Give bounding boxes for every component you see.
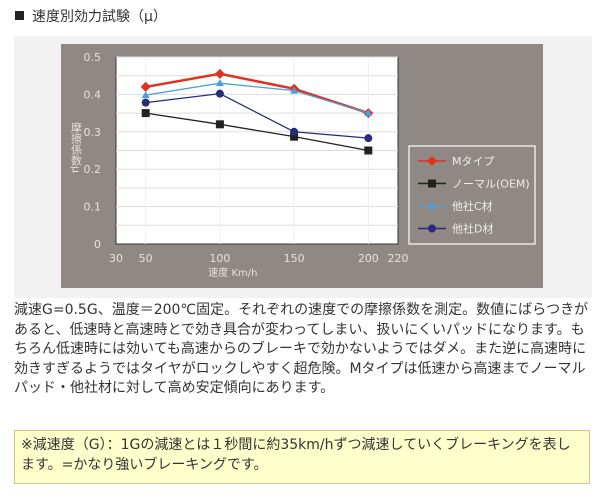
legend-label: 他社C材: [452, 199, 493, 213]
data-point: [290, 127, 299, 136]
data-point: [290, 132, 299, 141]
series-line: [145, 82, 369, 114]
x-tick-label: 100: [209, 252, 230, 265]
x-axis-label: 速度 Km/h: [208, 266, 257, 279]
y-tick-label: 0.4: [84, 88, 102, 101]
legend-label: ノーマル(OEM): [452, 178, 530, 191]
x-tick-label: 150: [284, 252, 305, 265]
data-point: [214, 68, 225, 79]
y-tick-label: 0.1: [84, 201, 102, 214]
note-box: ※減速度（G）：1Gの減速とは１秒間に約35km/hずつ減速していくブレーキング…: [14, 430, 590, 484]
data-point: [364, 134, 373, 143]
y-tick-label: 0.5: [84, 51, 102, 64]
data-point: [428, 202, 436, 209]
y-tick-label: 0: [94, 238, 101, 251]
x-tick-label: 220: [388, 252, 409, 265]
section-title-text: 速度別効力試験（μ）: [32, 9, 167, 25]
data-point: [428, 179, 436, 188]
legend-label: Mタイプ: [452, 155, 495, 168]
data-point: [427, 156, 437, 166]
y-axis-label: 摩擦係数μ: [70, 121, 83, 173]
data-point: [364, 146, 373, 155]
legend-label: 他社D材: [452, 222, 493, 236]
y-tick-label: 0.2: [84, 163, 102, 176]
data-point: [215, 79, 224, 87]
data-point: [290, 86, 299, 94]
square-bullet-icon: [15, 11, 24, 20]
series-line: [145, 72, 369, 115]
data-point: [364, 109, 373, 117]
data-point: [428, 224, 436, 233]
x-tick-label: 30: [109, 252, 123, 265]
section-title: 速度別効力試験（μ）: [15, 6, 167, 26]
y-tick-label: 0.3: [84, 126, 102, 139]
description-text: 減速G=0.5G、温度＝200℃固定。それぞれの速度での摩擦係数を測定。数値にば…: [14, 302, 589, 397]
x-tick-label: 50: [139, 252, 153, 265]
data-point: [141, 109, 150, 118]
data-point: [141, 91, 150, 99]
x-tick-label: 200: [358, 252, 379, 265]
data-point: [215, 120, 224, 129]
legend-box: [408, 145, 536, 245]
data-point: [215, 89, 224, 98]
data-point: [140, 81, 151, 92]
series-line: [145, 92, 369, 139]
series-line: [145, 112, 369, 152]
chart: 0 0.1 0.2 0.3 0.4 0.5 30 50 100 150 200 220 速度 Km/h 摩…: [61, 44, 543, 288]
data-point: [141, 98, 150, 107]
